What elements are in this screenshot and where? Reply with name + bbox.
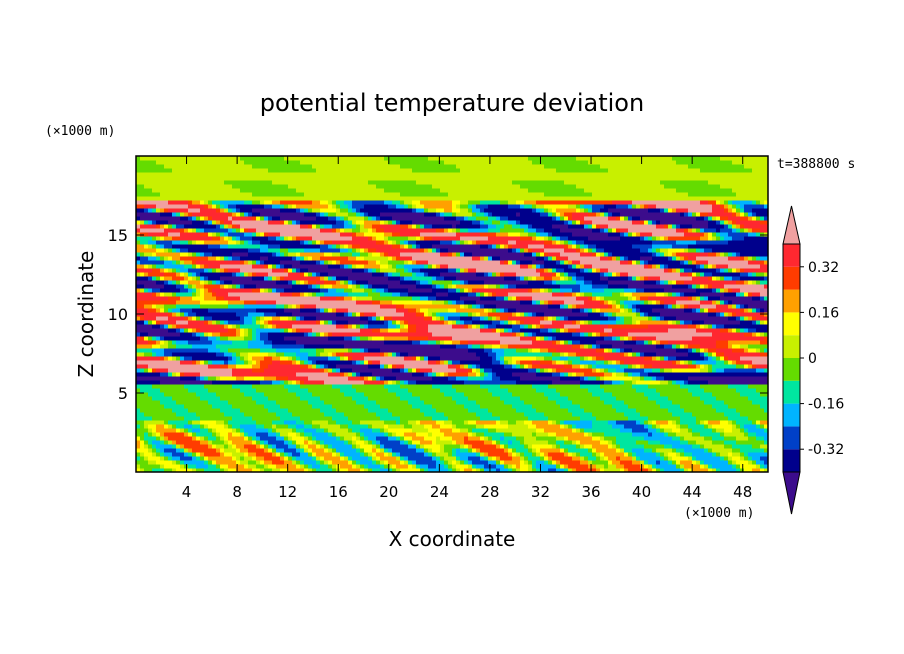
colorbar-label: 0	[808, 351, 817, 367]
x-tick-label: 24	[430, 483, 449, 501]
x-tick-label: 12	[278, 483, 297, 501]
time-label: t=388800 s	[777, 157, 855, 172]
x-tick-label: 4	[182, 483, 192, 501]
x-axis-label: X coordinate	[389, 527, 516, 551]
colorbar-swatch	[783, 403, 800, 427]
colorbar-swatch	[783, 312, 800, 336]
x-tick-label: 20	[379, 483, 398, 501]
colorbar-swatch	[783, 289, 800, 313]
y-axis-ticks: 5 10 15	[108, 226, 768, 403]
colorbar-swatch	[783, 358, 800, 381]
x-tick-label: 16	[329, 483, 348, 501]
y-axis-label: Z coordinate	[74, 251, 98, 378]
chart-title: potential temperature deviation	[260, 89, 644, 117]
heatmap-field	[136, 156, 768, 472]
colorbar-label: 0.16	[808, 305, 839, 321]
y-tick-label: 15	[108, 226, 128, 245]
colorbar-swatch	[783, 335, 800, 358]
colorbar-swatch	[783, 449, 800, 472]
x-tick-label: 36	[581, 483, 600, 501]
y-unit-label: (×1000 m)	[45, 124, 115, 139]
colorbar-extend-low	[782, 471, 801, 515]
colorbar-label: 0.32	[808, 260, 839, 276]
colorbar-swatch	[783, 426, 800, 450]
colorbar-extend-high	[782, 205, 801, 245]
y-tick-label: 5	[118, 384, 128, 403]
x-tick-label: 48	[733, 483, 752, 501]
x-tick-label: 28	[480, 483, 499, 501]
colorbar-swatch	[783, 266, 800, 290]
colorbar-swatch	[783, 380, 800, 404]
colorbar-swatch	[783, 244, 800, 267]
colorbar: -0.32 -0.16 0 0.16 0.32	[782, 205, 844, 515]
y-tick-label: 10	[108, 305, 128, 324]
x-tick-label: 40	[632, 483, 651, 501]
x-tick-label: 44	[683, 483, 702, 501]
colorbar-label: -0.32	[808, 442, 844, 458]
x-tick-label: 32	[531, 483, 550, 501]
x-unit-label: (×1000 m)	[684, 506, 754, 521]
x-axis-ticks: 4 8 12 16 20 24 28 32 36 40 44 48	[182, 156, 752, 501]
colorbar-label: -0.16	[808, 397, 844, 413]
x-tick-label: 8	[232, 483, 242, 501]
